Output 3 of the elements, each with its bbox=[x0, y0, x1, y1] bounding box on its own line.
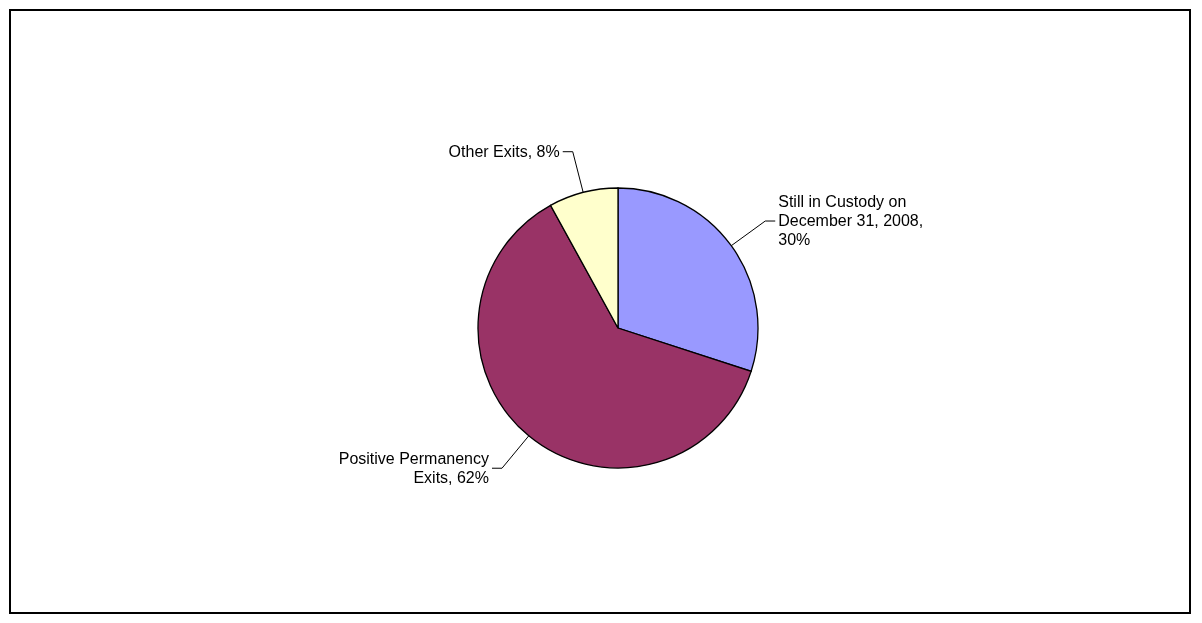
slice-label: Other Exits, 8% bbox=[448, 142, 560, 160]
slice-label: Still in Custody on December 31, 2008, 30% bbox=[778, 193, 924, 249]
slice-label: Positive Permanency Exits, 62% bbox=[338, 449, 489, 486]
